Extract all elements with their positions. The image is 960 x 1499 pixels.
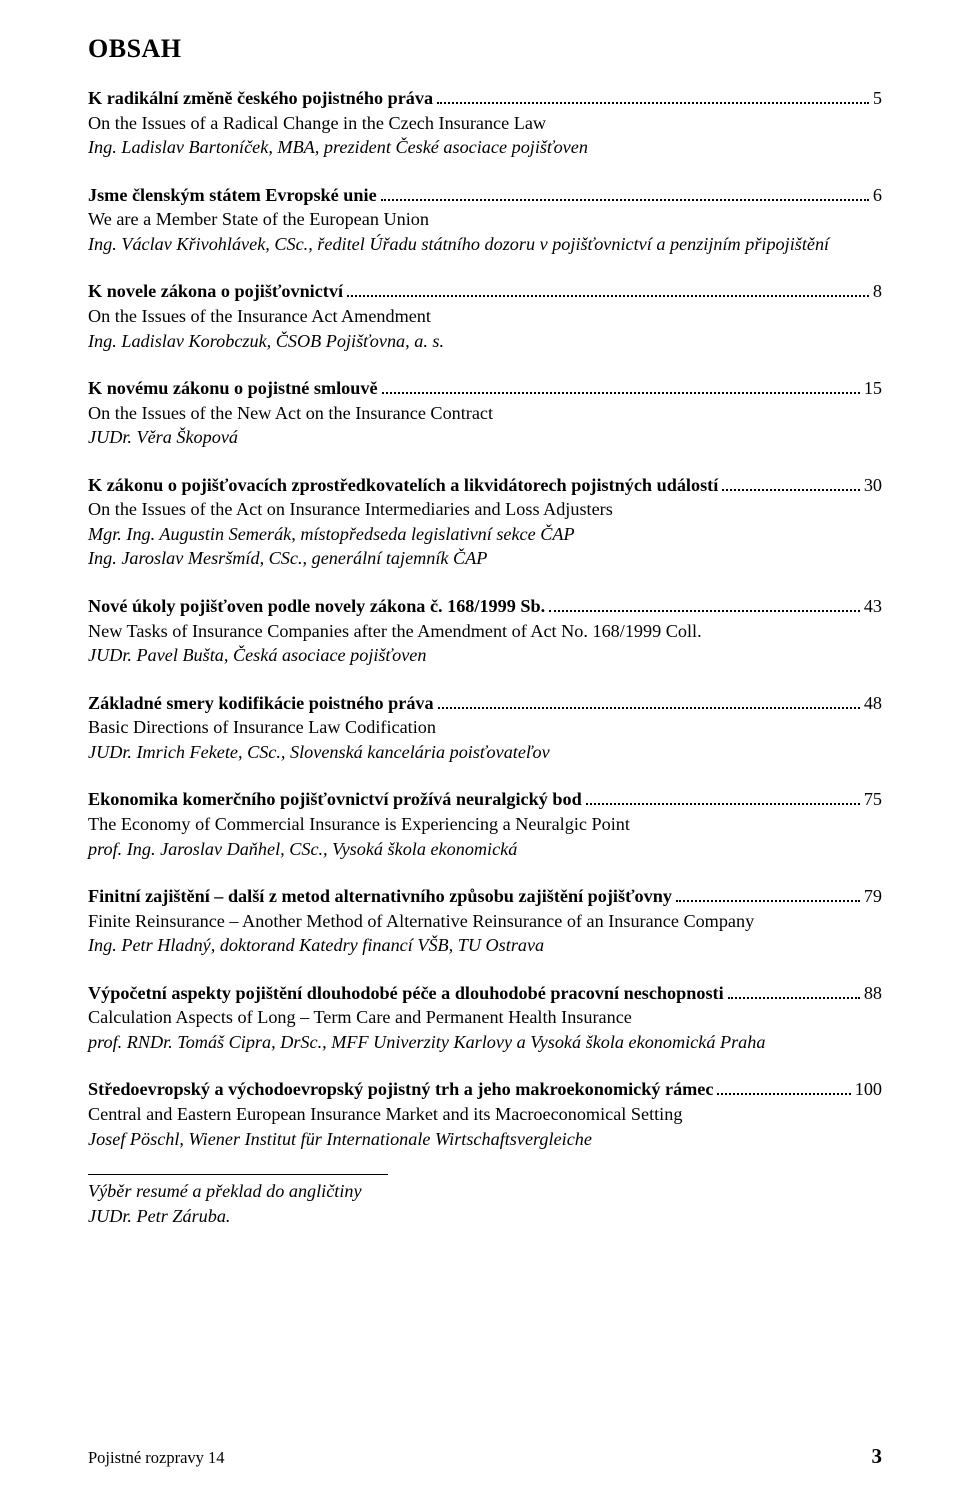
footnote-line: JUDr. Petr Záruba.	[88, 1204, 882, 1229]
toc-title-line: Nové úkoly pojišťoven podle novely zákon…	[88, 594, 882, 619]
toc-author: Mgr. Ing. Augustin Semerák, místopředsed…	[88, 522, 882, 547]
toc-title: Základné smery kodifikácie poistného prá…	[88, 691, 434, 716]
toc-page-number: 88	[864, 981, 882, 1006]
page-title: OBSAH	[88, 34, 882, 64]
toc-subtitle: New Tasks of Insurance Companies after t…	[88, 619, 882, 644]
toc-title: Výpočetní aspekty pojištění dlouhodobé p…	[88, 981, 724, 1006]
toc-title: K zákonu o pojišťovacích zprostředkovate…	[88, 473, 718, 498]
toc-author: Josef Pöschl, Wiener Institut für Intern…	[88, 1127, 882, 1152]
toc-subtitle: The Economy of Commercial Insurance is E…	[88, 812, 882, 837]
toc-subtitle: Basic Directions of Insurance Law Codifi…	[88, 715, 882, 740]
toc-title: Jsme členským státem Evropské unie	[88, 183, 377, 208]
toc-page-number: 8	[873, 279, 882, 304]
toc-title-line: Základné smery kodifikácie poistného prá…	[88, 691, 882, 716]
toc-title-line: K zákonu o pojišťovacích zprostředkovate…	[88, 473, 882, 498]
toc-title: Středoevropský a východoevropský pojistn…	[88, 1077, 713, 1102]
toc-entry: K novele zákona o pojišťovnictví 8On the …	[88, 279, 882, 353]
toc-entry: Nové úkoly pojišťoven podle novely zákon…	[88, 594, 882, 668]
toc-title-line: Finitní zajištění – další z metod altern…	[88, 884, 882, 909]
toc-entry: Základné smery kodifikácie poistného prá…	[88, 691, 882, 765]
toc-page-number: 75	[864, 787, 882, 812]
toc-title: Nové úkoly pojišťoven podle novely zákon…	[88, 594, 545, 619]
toc-page-number: 6	[873, 183, 882, 208]
toc-leader-dots	[717, 1093, 850, 1095]
toc-subtitle: On the Issues of the Insurance Act Amend…	[88, 304, 882, 329]
toc-title: K novému zákonu o pojistné smlouvě	[88, 376, 378, 401]
toc-entry: Středoevropský a východoevropský pojistn…	[88, 1077, 882, 1151]
toc-leader-dots	[722, 489, 860, 491]
toc-title-line: K novele zákona o pojišťovnictví 8	[88, 279, 882, 304]
toc-leader-dots	[549, 610, 860, 612]
toc-author: Ing. Jaroslav Mesršmíd, CSc., generální …	[88, 546, 882, 571]
toc-title-line: Jsme členským státem Evropské unie 6	[88, 183, 882, 208]
toc-author: Ing. Ladislav Bartoníček, MBA, prezident…	[88, 135, 882, 160]
toc-author: Ing. Václav Křivohlávek, CSc., ředitel Ú…	[88, 232, 882, 257]
document-page: OBSAH K radikální změně českého pojistné…	[0, 0, 960, 1499]
toc-page-number: 79	[864, 884, 882, 909]
footnote-line: Výběr resumé a překlad do angličtiny	[88, 1179, 882, 1204]
toc-leader-dots	[438, 707, 860, 709]
toc-subtitle: Calculation Aspects of Long – Term Care …	[88, 1005, 882, 1030]
toc-entries: K radikální změně českého pojistného prá…	[88, 86, 882, 1151]
toc-entry: Ekonomika komerčního pojišťovnictví prož…	[88, 787, 882, 861]
footnote-rule	[88, 1174, 388, 1175]
toc-title: K radikální změně českého pojistného prá…	[88, 86, 433, 111]
toc-title: Ekonomika komerčního pojišťovnictví prož…	[88, 787, 582, 812]
toc-subtitle: Central and Eastern European Insurance M…	[88, 1102, 882, 1127]
toc-subtitle: On the Issues of the New Act on the Insu…	[88, 401, 882, 426]
toc-leader-dots	[586, 803, 860, 805]
toc-entry: Finitní zajištění – další z metod altern…	[88, 884, 882, 958]
toc-title-line: Středoevropský a východoevropský pojistn…	[88, 1077, 882, 1102]
toc-title-line: K radikální změně českého pojistného prá…	[88, 86, 882, 111]
toc-subtitle: On the Issues of a Radical Change in the…	[88, 111, 882, 136]
toc-author: JUDr. Imrich Fekete, CSc., Slovenská kan…	[88, 740, 882, 765]
footer-left-text: Pojistné rozpravy 14	[88, 1448, 225, 1468]
toc-page-number: 5	[873, 86, 882, 111]
toc-author: prof. RNDr. Tomáš Cipra, DrSc., MFF Univ…	[88, 1030, 882, 1055]
toc-page-number: 48	[864, 691, 882, 716]
toc-leader-dots	[382, 392, 860, 394]
footnote: Výběr resumé a překlad do angličtiny JUD…	[88, 1179, 882, 1228]
toc-page-number: 43	[864, 594, 882, 619]
toc-author: Ing. Ladislav Korobczuk, ČSOB Pojišťovna…	[88, 329, 882, 354]
toc-author: JUDr. Věra Škopová	[88, 425, 882, 450]
toc-title-line: K novému zákonu o pojistné smlouvě 15	[88, 376, 882, 401]
toc-entry: K zákonu o pojišťovacích zprostředkovate…	[88, 473, 882, 571]
page-footer: Pojistné rozpravy 14 3	[88, 1444, 882, 1469]
toc-title-line: Výpočetní aspekty pojištění dlouhodobé p…	[88, 981, 882, 1006]
toc-entry: Výpočetní aspekty pojištění dlouhodobé p…	[88, 981, 882, 1055]
toc-title: K novele zákona o pojišťovnictví	[88, 279, 343, 304]
toc-title-line: Ekonomika komerčního pojišťovnictví prož…	[88, 787, 882, 812]
toc-leader-dots	[676, 900, 860, 902]
toc-leader-dots	[347, 295, 869, 297]
toc-entry: Jsme členským státem Evropské unie 6We ar…	[88, 183, 882, 257]
toc-page-number: 30	[864, 473, 882, 498]
toc-subtitle: Finite Reinsurance – Another Method of A…	[88, 909, 882, 934]
toc-title: Finitní zajištění – další z metod altern…	[88, 884, 672, 909]
toc-author: Ing. Petr Hladný, doktorand Katedry fina…	[88, 933, 882, 958]
toc-entry: K radikální změně českého pojistného prá…	[88, 86, 882, 160]
toc-leader-dots	[381, 199, 869, 201]
toc-subtitle: We are a Member State of the European Un…	[88, 207, 882, 232]
toc-author: prof. Ing. Jaroslav Daňhel, CSc., Vysoká…	[88, 837, 882, 862]
footer-page-number: 3	[872, 1444, 883, 1469]
toc-leader-dots	[728, 997, 860, 999]
toc-author: JUDr. Pavel Bušta, Česká asociace pojišť…	[88, 643, 882, 668]
toc-page-number: 15	[864, 376, 882, 401]
toc-leader-dots	[437, 102, 869, 104]
toc-subtitle: On the Issues of the Act on Insurance In…	[88, 497, 882, 522]
toc-entry: K novému zákonu o pojistné smlouvě 15On t…	[88, 376, 882, 450]
toc-page-number: 100	[855, 1077, 882, 1102]
